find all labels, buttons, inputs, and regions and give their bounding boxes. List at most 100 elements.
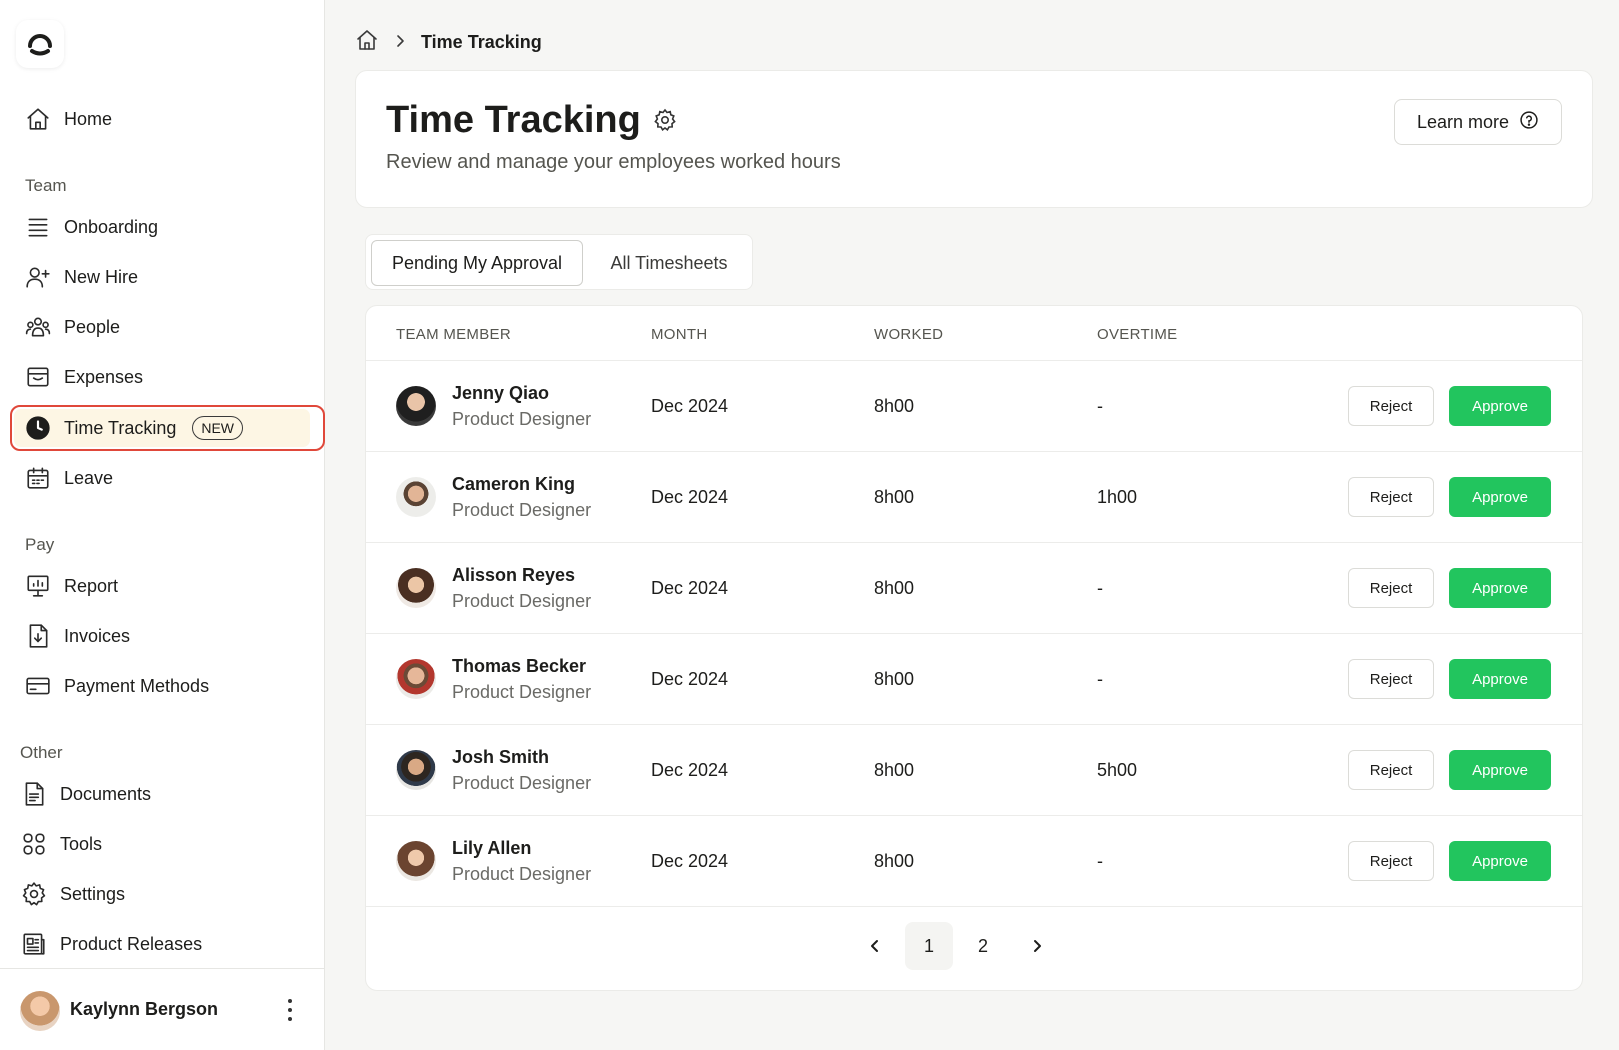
member-role: Product Designer xyxy=(452,500,592,520)
new-badge: NEW xyxy=(192,416,244,440)
sidebar-item-invoices[interactable]: Invoices xyxy=(24,616,130,656)
member-name: Lily Allen xyxy=(452,838,532,858)
reject-button[interactable]: Reject xyxy=(1348,386,1434,426)
reject-button[interactable]: Reject xyxy=(1348,568,1434,608)
users-icon xyxy=(24,313,52,341)
help-circle-icon xyxy=(1519,110,1539,135)
member-role: Product Designer xyxy=(452,773,592,793)
sidebar-item-expenses[interactable]: Expenses xyxy=(24,357,143,397)
tab-all-timesheets[interactable]: All Timesheets xyxy=(610,252,728,273)
sidebar: Home Team Onboarding New Hire People Exp… xyxy=(0,0,325,1050)
pagination: 1 2 xyxy=(366,922,1582,972)
month-cell: Dec 2024 xyxy=(651,487,729,507)
reject-button[interactable]: Reject xyxy=(1348,750,1434,790)
sidebar-item-label: Invoices xyxy=(64,625,131,646)
column-header-overtime: OVERTIME xyxy=(1097,326,1178,343)
table-row: Josh Smith Product Designer Dec 2024 8h0… xyxy=(366,725,1582,816)
page-title: Time Tracking xyxy=(386,99,677,142)
previous-page-button[interactable] xyxy=(851,922,899,970)
section-label-other: Other xyxy=(20,743,63,762)
reject-button[interactable]: Reject xyxy=(1348,659,1434,699)
newspaper-icon xyxy=(20,930,48,958)
sidebar-item-label: Payment Methods xyxy=(64,675,210,696)
document-icon xyxy=(20,780,48,808)
overtime-cell: - xyxy=(1097,396,1103,416)
sidebar-item-settings[interactable]: Settings xyxy=(20,874,125,914)
sidebar-item-leave[interactable]: Leave xyxy=(24,458,113,498)
page-button-1[interactable]: 1 xyxy=(905,922,953,970)
more-options-icon[interactable] xyxy=(280,997,300,1023)
approve-button[interactable]: Approve xyxy=(1449,477,1551,517)
breadcrumb: Time Tracking xyxy=(355,28,542,56)
approve-button[interactable]: Approve xyxy=(1449,659,1551,699)
section-label-pay: Pay xyxy=(25,535,55,554)
sidebar-item-label: Expenses xyxy=(64,366,144,387)
overtime-cell: - xyxy=(1097,578,1103,598)
learn-more-label: Learn more xyxy=(1416,111,1510,132)
worked-cell: 8h00 xyxy=(874,396,915,416)
sidebar-item-documents[interactable]: Documents xyxy=(20,774,151,814)
brand-logo-icon[interactable] xyxy=(16,20,64,68)
next-page-button[interactable] xyxy=(1013,922,1061,970)
avatar xyxy=(396,386,436,426)
member-role: Product Designer xyxy=(452,682,592,702)
table-row: Alisson Reyes Product Designer Dec 2024 … xyxy=(366,543,1582,634)
chevron-left-icon xyxy=(871,940,878,952)
clock-icon xyxy=(24,414,52,442)
credit-card-icon xyxy=(24,672,52,700)
approve-button[interactable]: Approve xyxy=(1449,841,1551,881)
table-header-divider xyxy=(366,360,1582,361)
worked-cell: 8h00 xyxy=(874,760,915,780)
worked-cell: 8h00 xyxy=(874,487,915,507)
sidebar-item-label: Settings xyxy=(60,883,126,904)
avatar xyxy=(396,750,436,790)
breadcrumb-current: Time Tracking xyxy=(421,31,542,52)
calendar-icon xyxy=(24,464,52,492)
sidebar-item-label: Home xyxy=(64,108,113,129)
member-name: Jenny Qiao xyxy=(452,383,550,403)
home-icon[interactable] xyxy=(355,28,379,57)
list-icon xyxy=(24,213,52,241)
chevron-right-icon xyxy=(393,32,407,53)
sidebar-item-new-hire[interactable]: New Hire xyxy=(24,257,138,297)
user-profile[interactable]: Kaylynn Bergson xyxy=(0,968,325,1050)
approve-button[interactable]: Approve xyxy=(1449,386,1551,426)
month-cell: Dec 2024 xyxy=(651,851,729,871)
overtime-cell: - xyxy=(1097,851,1103,871)
learn-more-button[interactable]: Learn more xyxy=(1394,99,1562,145)
member-name: Thomas Becker xyxy=(452,656,587,676)
gear-icon xyxy=(20,880,48,908)
tab-bar: Pending My Approval All Timesheets xyxy=(365,234,753,290)
month-cell: Dec 2024 xyxy=(651,396,729,416)
approve-button[interactable]: Approve xyxy=(1449,568,1551,608)
column-header-month: MONTH xyxy=(651,326,708,343)
sidebar-item-tools[interactable]: Tools xyxy=(20,824,102,864)
column-header-team-member: TEAM MEMBER xyxy=(396,326,511,343)
user-name: Kaylynn Bergson xyxy=(70,999,219,1019)
sidebar-item-people[interactable]: People xyxy=(24,307,120,347)
reject-button[interactable]: Reject xyxy=(1348,841,1434,881)
sidebar-item-payment-methods[interactable]: Payment Methods xyxy=(24,666,209,706)
user-plus-icon xyxy=(24,263,52,291)
sidebar-item-label: Documents xyxy=(60,783,152,804)
sidebar-item-label: Report xyxy=(64,575,119,596)
sidebar-item-onboarding[interactable]: Onboarding xyxy=(24,207,158,247)
sidebar-item-product-releases[interactable]: Product Releases xyxy=(20,924,202,964)
avatar xyxy=(396,841,436,881)
approve-button[interactable]: Approve xyxy=(1449,750,1551,790)
sidebar-item-report[interactable]: Report xyxy=(24,566,118,606)
invoice-icon xyxy=(24,622,52,650)
timesheets-table: TEAM MEMBER MONTH WORKED OVERTIME Jenny … xyxy=(365,305,1583,991)
reject-button[interactable]: Reject xyxy=(1348,477,1434,517)
table-row: Cameron King Product Designer Dec 2024 8… xyxy=(366,452,1582,543)
page-button-2[interactable]: 2 xyxy=(977,935,988,956)
member-name: Josh Smith xyxy=(452,747,550,767)
table-row: Jenny Qiao Product Designer Dec 2024 8h0… xyxy=(366,361,1582,452)
gear-icon[interactable] xyxy=(653,99,677,142)
tab-pending-my-approval[interactable]: Pending My Approval xyxy=(371,240,583,286)
sidebar-item-time-tracking[interactable]: Time Tracking NEW xyxy=(24,408,244,448)
home-icon xyxy=(24,105,52,133)
sidebar-item-label: Onboarding xyxy=(64,216,159,237)
worked-cell: 8h00 xyxy=(874,578,915,598)
sidebar-item-home[interactable]: Home xyxy=(24,99,112,139)
